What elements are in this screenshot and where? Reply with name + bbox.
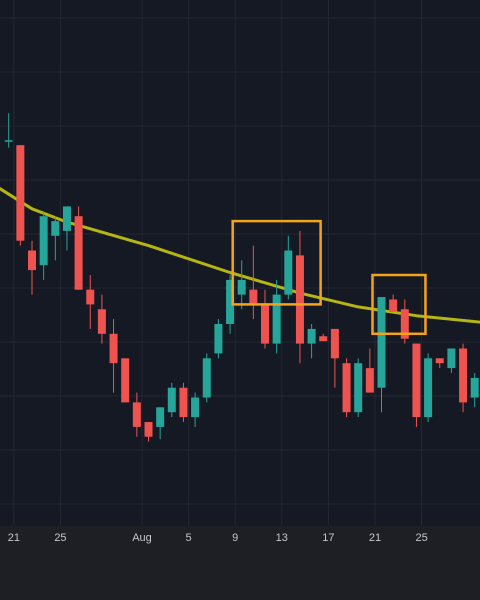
- candle-bearish: [74, 206, 83, 290]
- x-tick-label: 13: [276, 532, 288, 544]
- candle-bearish: [365, 348, 374, 393]
- x-tick-label: 21: [369, 532, 381, 544]
- candle-body: [307, 328, 316, 344]
- candle-body: [214, 324, 223, 354]
- candle-body: [97, 309, 106, 334]
- highlight-box: [231, 219, 322, 306]
- candle-bullish: [424, 353, 433, 422]
- candle-bearish: [109, 319, 118, 393]
- candle-body: [249, 289, 258, 305]
- candles: [4, 113, 479, 442]
- candle-bullish: [214, 319, 223, 359]
- candle-bullish: [226, 275, 235, 334]
- candle-bullish: [191, 392, 200, 427]
- candle-bearish: [261, 289, 269, 349]
- x-tick-label: 25: [415, 532, 427, 544]
- candle-body: [226, 279, 235, 324]
- candle-body: [39, 216, 48, 266]
- candle-body: [109, 333, 118, 364]
- candle-bearish: [179, 382, 188, 422]
- candle-bullish: [354, 358, 363, 418]
- candle-body: [132, 402, 141, 427]
- highlight-box: [371, 273, 427, 336]
- x-tick-label: 25: [54, 532, 66, 544]
- candle-bearish: [97, 294, 106, 344]
- candle-bearish: [132, 392, 141, 437]
- candle-body: [28, 250, 36, 271]
- x-tick-label: 21: [8, 532, 20, 544]
- candle-bearish: [342, 358, 351, 418]
- candle-body: [447, 348, 456, 369]
- candle-bullish: [167, 382, 176, 418]
- candle-body: [377, 297, 386, 388]
- candle-body: [144, 422, 153, 437]
- candle-bullish: [470, 373, 479, 408]
- candle-body: [156, 407, 165, 427]
- candle-bullish: [4, 113, 13, 148]
- candle-bullish: [51, 216, 60, 261]
- candle-body: [86, 289, 95, 305]
- candle-body: [354, 363, 363, 413]
- candle-body: [470, 377, 479, 398]
- candle-body: [121, 358, 130, 403]
- x-tick-label: 17: [322, 532, 334, 544]
- candle-body: [435, 358, 444, 364]
- candle-body: [424, 358, 433, 418]
- candle-body: [202, 358, 211, 398]
- candle-bullish: [272, 279, 281, 354]
- highlight-boxes: [231, 219, 427, 336]
- candle-bullish: [62, 206, 71, 251]
- candle-body: [284, 250, 293, 295]
- candle-body: [365, 368, 374, 393]
- candle-body: [237, 279, 246, 295]
- candle-bullish: [377, 297, 386, 413]
- candle-bearish: [459, 343, 468, 413]
- candle-bearish: [144, 422, 153, 442]
- candle-body: [167, 387, 176, 413]
- candle-body: [342, 363, 351, 413]
- candle-bearish: [86, 275, 95, 329]
- candle-body: [400, 309, 409, 339]
- candle-body: [389, 299, 398, 312]
- grid-lines: [0, 0, 480, 526]
- candle-body: [4, 140, 13, 142]
- candle-body: [272, 294, 281, 344]
- candle-body: [295, 255, 304, 344]
- x-tick-label: 5: [186, 532, 192, 544]
- x-tick-label: 9: [232, 532, 238, 544]
- candle-body: [459, 348, 468, 403]
- candle-body: [74, 216, 83, 290]
- candle-body: [191, 397, 200, 418]
- candle-bearish: [330, 328, 339, 388]
- candle-bullish: [284, 235, 293, 300]
- candle-body: [412, 343, 421, 418]
- x-axis: 2125Aug5913172125Sep: [8, 532, 428, 544]
- candle-body: [330, 328, 339, 359]
- candle-bullish: [307, 324, 316, 359]
- x-tick-label: Aug: [132, 532, 152, 544]
- candle-bearish: [412, 343, 421, 427]
- candle-bearish: [389, 294, 398, 312]
- candle-bearish: [295, 230, 304, 364]
- candle-bearish: [16, 145, 25, 246]
- candle-bearish: [319, 333, 328, 342]
- candle-bullish: [39, 211, 48, 280]
- candle-bearish: [435, 358, 444, 369]
- candle-body: [51, 221, 60, 236]
- candle-bearish: [28, 240, 36, 295]
- plot-background: [0, 0, 480, 526]
- candle-body: [16, 145, 25, 241]
- candle-bearish: [121, 358, 130, 403]
- candle-bullish: [156, 407, 165, 440]
- candle-bullish: [447, 348, 456, 373]
- candle-body: [179, 387, 188, 418]
- candle-body: [319, 336, 328, 342]
- candle-bearish: [249, 245, 258, 320]
- candle-body: [261, 304, 269, 344]
- candle-bullish: [237, 260, 246, 310]
- candle-bearish: [400, 299, 409, 344]
- candle-body: [62, 206, 71, 231]
- candle-bullish: [202, 353, 211, 403]
